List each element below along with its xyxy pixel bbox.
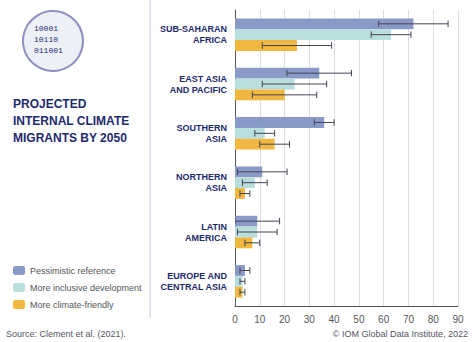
svg-text:011001: 011001 (34, 46, 63, 55)
svg-text:10001: 10001 (34, 24, 58, 33)
svg-text:More climate-friendly: More climate-friendly (30, 300, 114, 310)
svg-text:Pessimistic reference: Pessimistic reference (30, 266, 116, 276)
svg-text:Source: Clement et al. (2021).: Source: Clement et al. (2021). (6, 329, 126, 339)
svg-text:ASIA: ASIA (205, 134, 227, 144)
svg-text:40: 40 (329, 314, 341, 325)
svg-text:50: 50 (353, 314, 365, 325)
svg-text:NORTHERN: NORTHERN (176, 172, 227, 182)
svg-text:ASIA: ASIA (205, 183, 227, 193)
svg-text:80: 80 (428, 314, 440, 325)
svg-text:PROJECTED: PROJECTED (13, 97, 87, 111)
svg-text:SOUTHERN: SOUTHERN (176, 123, 227, 133)
svg-text:70: 70 (403, 314, 415, 325)
svg-text:LATIN: LATIN (201, 222, 227, 232)
svg-text:EAST ASIA: EAST ASIA (179, 74, 227, 84)
svg-text:10110: 10110 (34, 35, 58, 44)
svg-text:More inclusive development: More inclusive development (30, 283, 142, 293)
svg-text:90: 90 (452, 314, 464, 325)
svg-text:60: 60 (378, 314, 390, 325)
svg-text:0: 0 (232, 314, 238, 325)
svg-text:SUB-SAHARAN: SUB-SAHARAN (160, 24, 227, 34)
svg-text:AMERICA: AMERICA (185, 233, 227, 243)
svg-text:AFRICA: AFRICA (193, 35, 227, 45)
svg-text:AND PACIFIC: AND PACIFIC (170, 85, 228, 95)
svg-text:© IOM Global Data Institute, 2: © IOM Global Data Institute, 2022 (333, 329, 468, 339)
svg-text:30: 30 (304, 314, 316, 325)
svg-text:20: 20 (279, 314, 291, 325)
svg-text:EUROPE AND: EUROPE AND (167, 271, 227, 281)
svg-text:10: 10 (254, 314, 266, 325)
svg-text:CENTRAL ASIA: CENTRAL ASIA (160, 282, 227, 292)
svg-text:INTERNAL CLIMATE: INTERNAL CLIMATE (13, 114, 129, 128)
svg-text:MIGRANTS BY 2050: MIGRANTS BY 2050 (13, 131, 127, 145)
